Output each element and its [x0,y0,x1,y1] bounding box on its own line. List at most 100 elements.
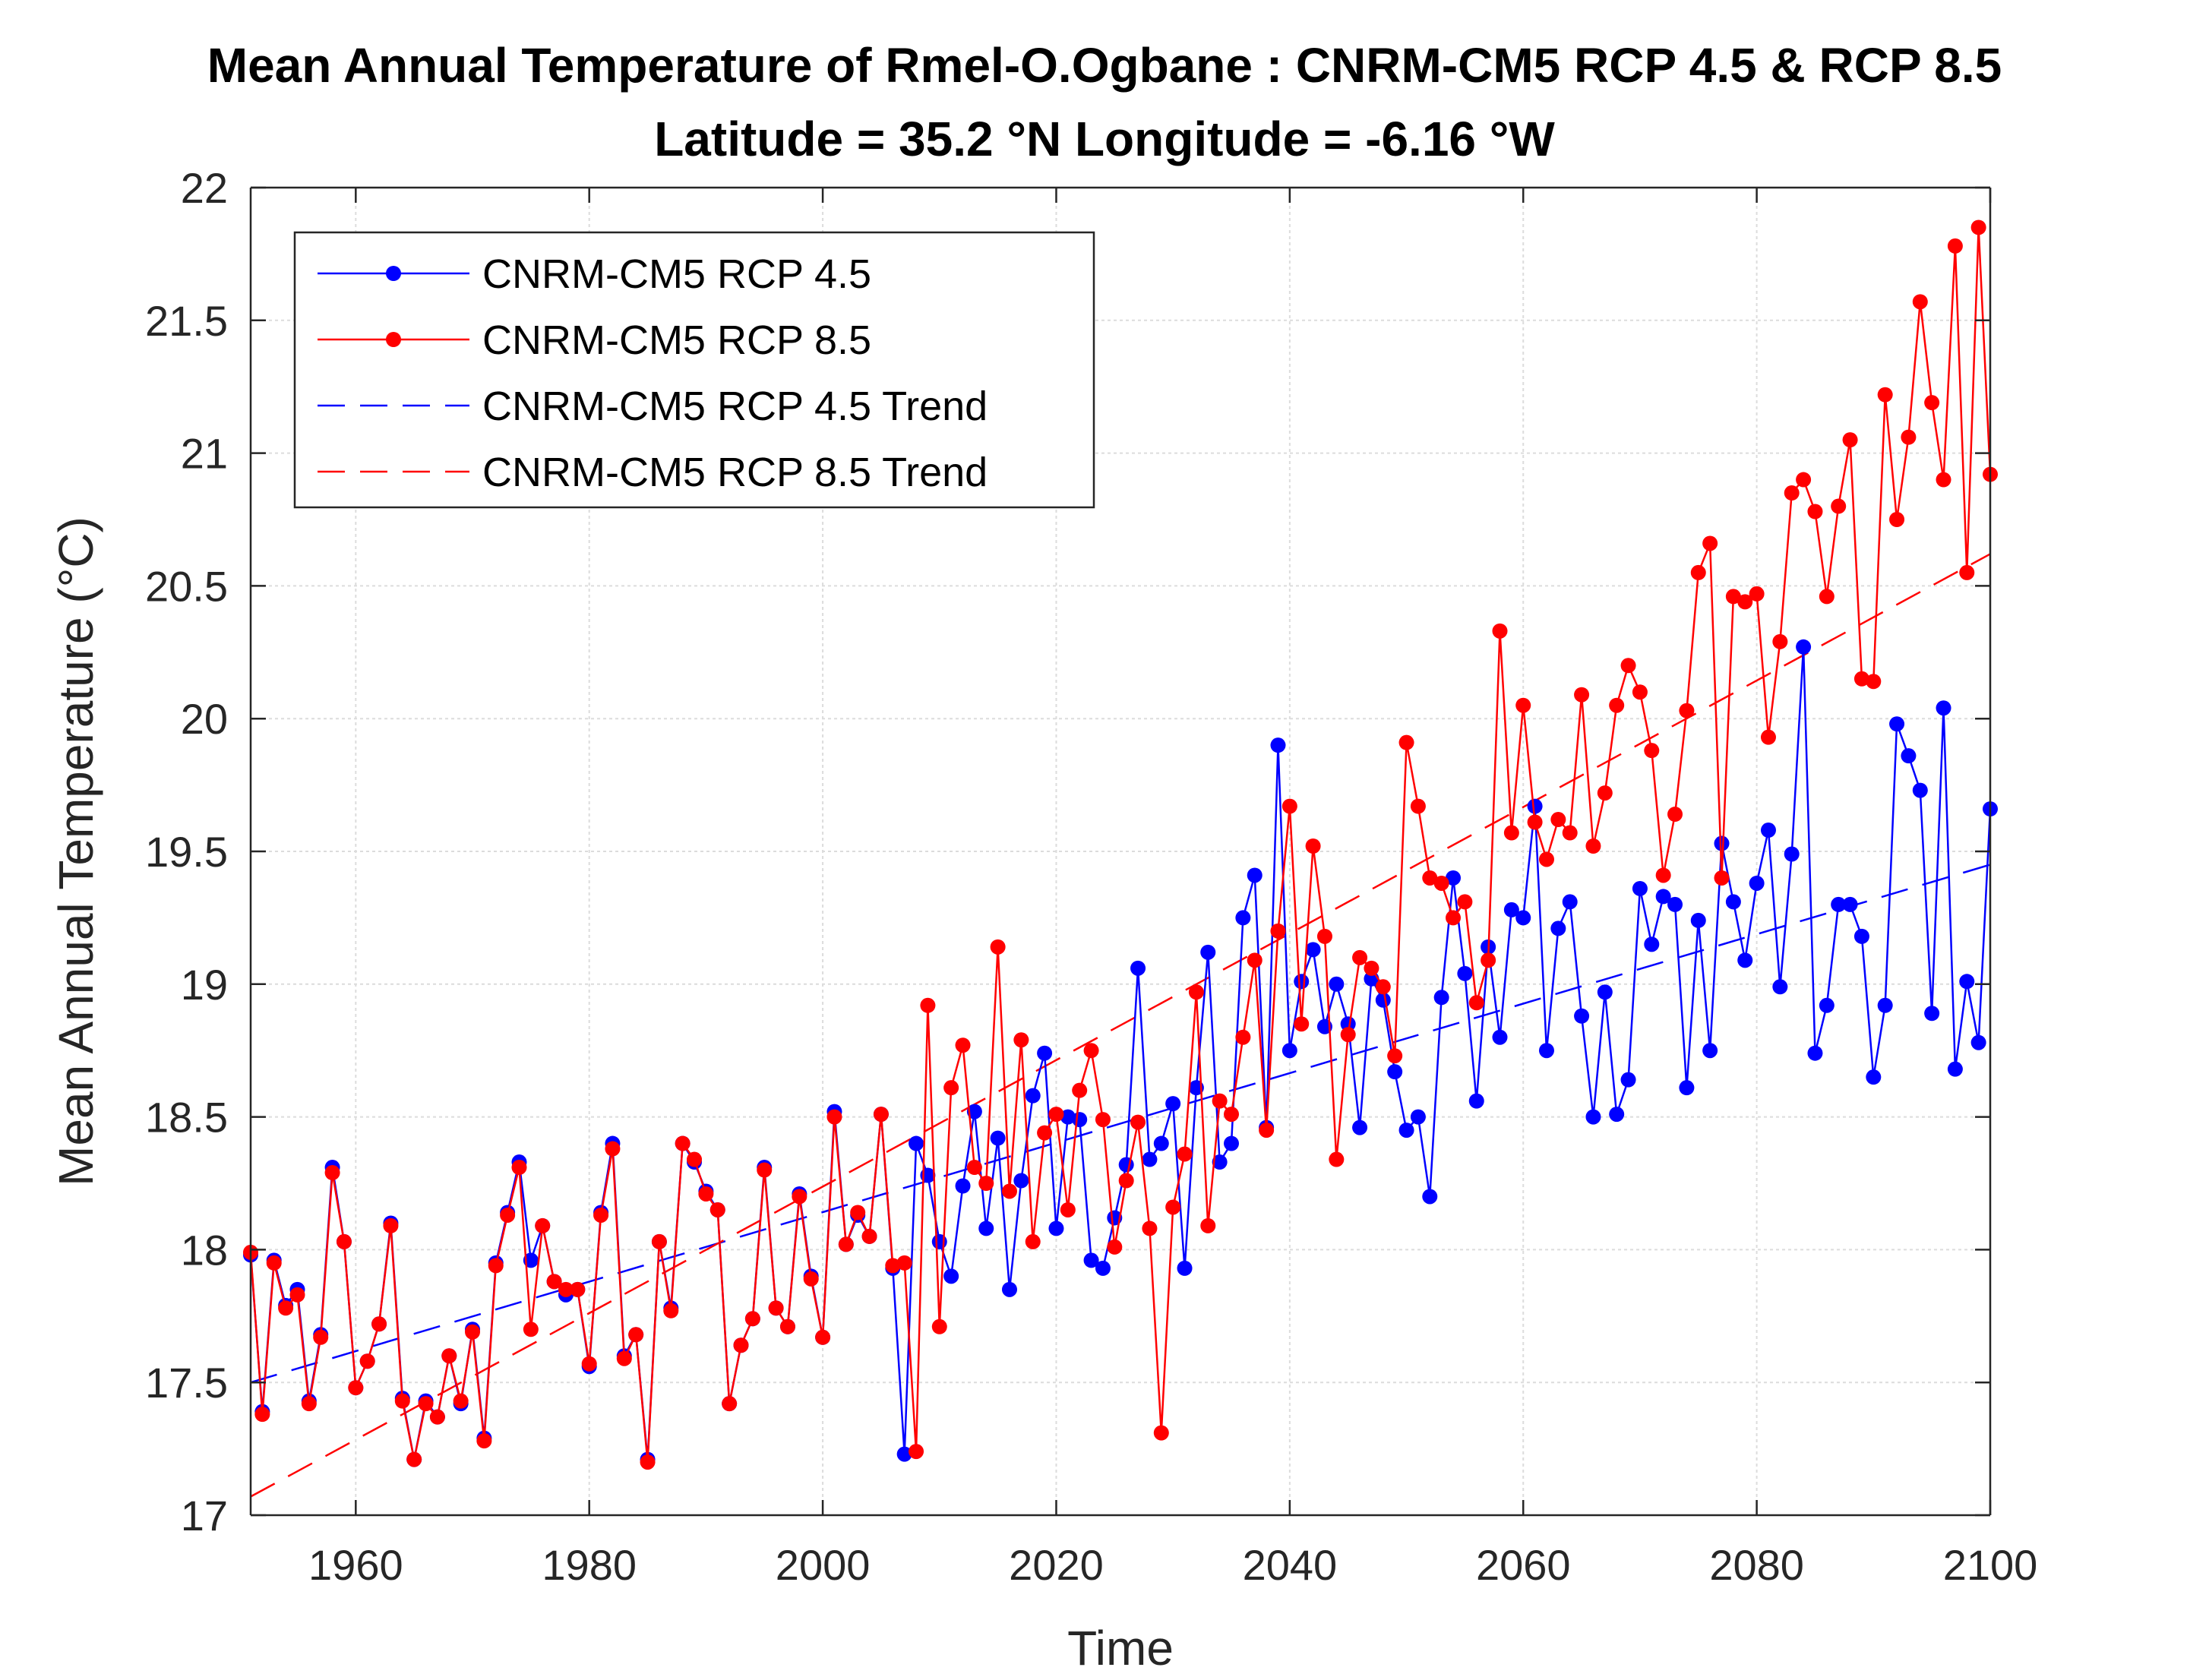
cnrm-cm5-rcp-8-5-point [406,1451,422,1467]
cnrm-cm5-rcp-4-5-point [1877,997,1893,1013]
cnrm-cm5-rcp-8-5-point [1924,395,1940,411]
cnrm-cm5-rcp-8-5-point [336,1233,352,1249]
legend: CNRM-CM5 RCP 4.5 CNRM-CM5 RCP 8.5 CNRM-CM5… [293,231,1095,509]
cnrm-cm5-rcp-8-5-point [628,1327,644,1343]
cnrm-cm5-rcp-8-5-point [815,1329,831,1345]
cnrm-cm5-rcp-4-5-point [1446,870,1462,886]
cnrm-cm5-rcp-8-5-point [1235,1029,1251,1045]
cnrm-cm5-rcp-8-5-point [803,1271,819,1287]
ticks: 1960 1980 2000 2020 2040 2060 2080 2100 17 17.5 18… [145,164,2037,1589]
chart-title: Mean Annual Temperature of Rmel-O.Ogbane… [207,38,2002,93]
cnrm-cm5-rcp-4-5-point [1889,716,1905,732]
cnrm-cm5-rcp-4-5-point [955,1178,971,1194]
cnrm-cm5-rcp-8-5-point [733,1337,749,1353]
cnrm-cm5-rcp-8-5-point [593,1207,609,1223]
cnrm-cm5-rcp-4-5-point [1048,1221,1064,1236]
cnrm-cm5-rcp-8-5-trend-series [250,553,1991,1498]
cnrm-cm5-rcp-4-5-point [943,1268,959,1284]
cnrm-cm5-rcp-8-5-point [1130,1114,1146,1130]
legend-label: CNRM-CM5 RCP 4.5 [482,251,871,297]
cnrm-cm5-rcp-8-5-point [1316,928,1332,944]
cnrm-cm5-rcp-8-5-point [1281,798,1297,814]
cnrm-cm5-rcp-8-5-point [1013,1032,1029,1048]
cnrm-cm5-rcp-8-5-point [966,1160,982,1176]
cnrm-cm5-rcp-4-5-point [1772,979,1788,995]
cnrm-cm5-rcp-8-5-point [1118,1173,1134,1189]
cnrm-cm5-rcp-4-5-point [1340,1016,1356,1032]
cnrm-cm5-rcp-8-5-point [1585,838,1601,854]
cnrm-cm5-rcp-8-5-point [453,1393,469,1409]
cnrm-cm5-rcp-8-5-series [243,219,1998,1470]
cnrm-cm5-rcp-4-5-point [1025,1088,1041,1104]
cnrm-cm5-rcp-8-5-point [1714,870,1730,886]
cnrm-cm5-rcp-4-5-point [1947,1061,1963,1077]
cnrm-cm5-rcp-4-5-point [1690,912,1706,928]
cnrm-cm5-rcp-8-5-point [324,1165,340,1181]
cnrm-cm5-rcp-4-5-point [1924,1006,1940,1022]
legend-marker [386,266,401,281]
cnrm-cm5-rcp-8-5-point [1224,1107,1240,1123]
series-layer [243,219,1998,1498]
cnrm-cm5-rcp-4-5-point [1831,896,1847,912]
cnrm-cm5-rcp-4-5-point [1224,1135,1240,1151]
x-tick-label: 2040 [1243,1541,1338,1589]
cnrm-cm5-rcp-8-5-point [1364,960,1379,976]
cnrm-cm5-rcp-4-5-point [1060,1109,1076,1125]
cnrm-cm5-rcp-8-5-point [488,1258,504,1274]
y-tick-label: 18.5 [145,1094,228,1142]
cnrm-cm5-rcp-8-5-point [838,1236,854,1252]
x-tick-label: 2080 [1709,1541,1804,1589]
cnrm-cm5-rcp-8-5-point [1655,867,1671,883]
cnrm-cm5-rcp-8-5-point [1889,512,1905,527]
cnrm-cm5-rcp-8-5-point [955,1037,971,1053]
legend-label: CNRM-CM5 RCP 4.5 Trend [482,384,988,429]
cnrm-cm5-rcp-8-5-point [1025,1233,1041,1249]
cnrm-cm5-rcp-4-5-point [1037,1045,1053,1061]
cnrm-cm5-rcp-8-5-point [523,1322,539,1337]
cnrm-cm5-rcp-8-5-point [931,1318,947,1334]
cnrm-cm5-rcp-8-5-point [1807,504,1823,519]
cnrm-cm5-rcp-8-5-point [792,1189,807,1205]
cnrm-cm5-rcp-8-5-point [1165,1199,1181,1215]
cnrm-cm5-rcp-8-5-point [1188,984,1204,1000]
cnrm-cm5-rcp-4-5-point [1515,910,1531,926]
cnrm-cm5-rcp-8-5-point [1679,703,1695,718]
cnrm-cm5-rcp-8-5-point [978,1176,994,1191]
cnrm-cm5-rcp-8-5-point [909,1444,924,1460]
cnrm-cm5-rcp-4-5-point [1970,1034,1986,1050]
cnrm-cm5-rcp-8-5-point [709,1202,725,1217]
cnrm-cm5-rcp-8-5-point [1107,1239,1123,1255]
cnrm-cm5-rcp-8-5-point [605,1141,621,1157]
cnrm-cm5-rcp-8-5-point [1177,1146,1193,1162]
cnrm-cm5-rcp-8-5-point [394,1393,410,1409]
cnrm-cm5-rcp-8-5-point [546,1274,562,1290]
cnrm-cm5-rcp-4-5-point [896,1446,912,1462]
cnrm-cm5-rcp-8-5-point [1060,1202,1076,1217]
y-tick-label: 21.5 [145,297,228,345]
legend-item-cnrm-cm5-rcp-8-5-trend: CNRM-CM5 RCP 8.5 Trend [318,450,988,495]
cnrm-cm5-rcp-4-5-point [1667,896,1683,912]
cnrm-cm5-rcp-8-5-point [1667,807,1683,823]
y-tick-label: 17.5 [145,1359,228,1407]
cnrm-cm5-rcp-4-5-point [1538,1043,1554,1059]
cnrm-cm5-rcp-4-5-point [1796,639,1812,655]
cnrm-cm5-rcp-8-5-point [1200,1217,1216,1233]
cnrm-cm5-rcp-8-5-point [359,1353,375,1369]
cnrm-cm5-rcp-8-5-point [885,1258,901,1274]
cnrm-cm5-rcp-4-5-point [1142,1151,1158,1167]
x-tick-label: 2060 [1476,1541,1571,1589]
cnrm-cm5-rcp-4-5-point [1842,896,1858,912]
y-tick-label: 22 [181,164,228,212]
cnrm-cm5-rcp-8-5-point [1609,697,1625,713]
cnrm-cm5-rcp-4-5-point [1352,1119,1368,1135]
cnrm-cm5-rcp-4-5-point [1760,823,1776,838]
cnrm-cm5-rcp-8-5-point [1725,589,1741,605]
cnrm-cm5-rcp-4-5-point [1235,910,1251,926]
cnrm-cm5-rcp-8-5-point [254,1407,270,1423]
y-tick-label: 19 [181,961,228,1009]
legend-item-cnrm-cm5-rcp-4-5: CNRM-CM5 RCP 4.5 [318,251,871,297]
x-tick-label: 2000 [776,1541,871,1589]
cnrm-cm5-rcp-8-5-point [278,1300,294,1316]
cnrm-cm5-rcp-8-5-point [558,1281,574,1297]
cnrm-cm5-rcp-8-5-point [1503,825,1519,841]
